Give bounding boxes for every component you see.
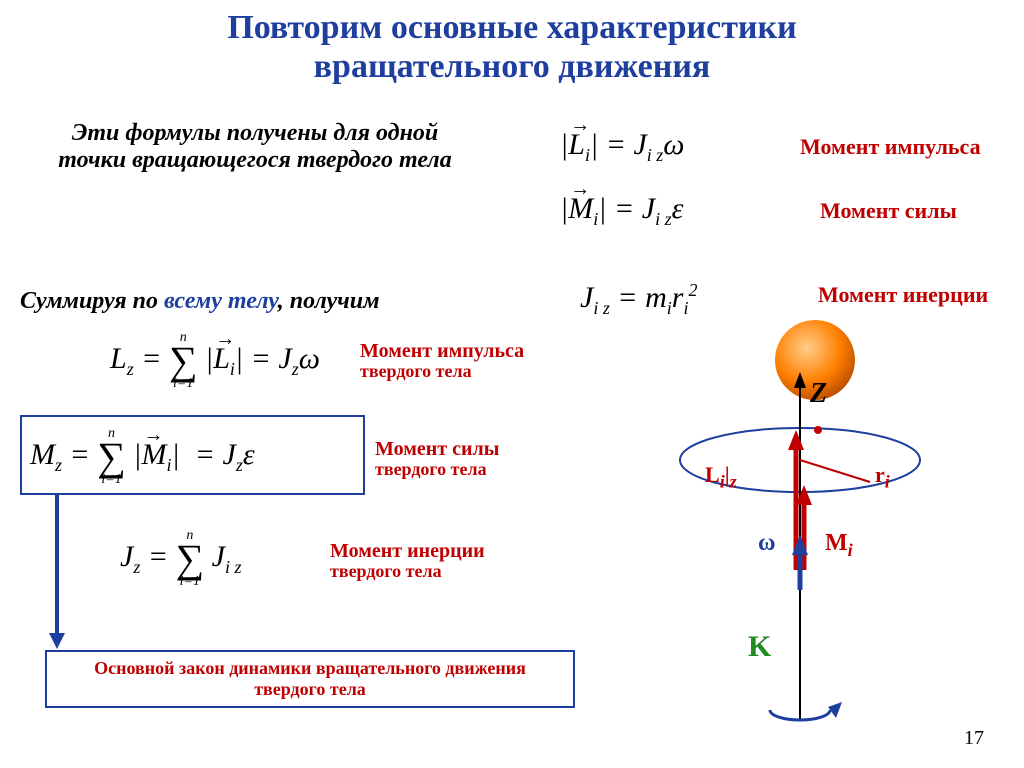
eq-sum-inertia: Jz = n ∑ i=1 Ji z (120, 530, 241, 588)
z-label: Z (810, 378, 827, 410)
eq-torque: |Mi| = Ji zε (560, 192, 683, 230)
eq-angular-momentum: |Li| = Ji zω (560, 128, 684, 166)
label-sum-inertia: Момент инерции твердого тела (330, 540, 485, 582)
omega-label: ω (758, 530, 776, 557)
mi-label: Mi (825, 530, 853, 561)
rotation-diagram: Z K ω Mi Li|z ri (650, 320, 970, 740)
title-line-2: вращательного движения (0, 47, 1024, 86)
slide-title: Повторим основные характеристики вращате… (0, 0, 1024, 86)
title-line-1: Повторим основные характеристики (0, 8, 1024, 47)
label-sum-angular-momentum: Момент импульса твердого тела (360, 340, 524, 382)
intro-text: Эти формулы получены для одной точки вра… (40, 120, 470, 174)
law-box: Основной закон динамики вращательного дв… (45, 650, 575, 708)
ri-label: ri (875, 462, 890, 492)
label-torque: Момент силы (820, 198, 957, 224)
label-inertia: Момент инерции (818, 282, 988, 308)
summing-text: Суммируя по всему телу, получим (20, 288, 380, 315)
label-angular-momentum: Момент импульса (800, 134, 981, 160)
law-line-1: Основной закон динамики вращательного дв… (57, 658, 563, 679)
k-label: K (748, 630, 771, 664)
eq-inertia: Ji z = miri2 (580, 280, 697, 319)
law-line-2: твердого тела (57, 679, 563, 700)
eq-sum-angular-momentum: Lz = n ∑ i=1 |Li| = Jzω (110, 332, 320, 390)
li-label: Li|z (705, 462, 737, 492)
arrow-down-icon (45, 495, 75, 650)
label-sum-torque: Момент силы твердого тела (375, 438, 499, 480)
eq-sum-torque: Mz = n ∑ i=1 |Mi| = Jzε (30, 428, 255, 486)
